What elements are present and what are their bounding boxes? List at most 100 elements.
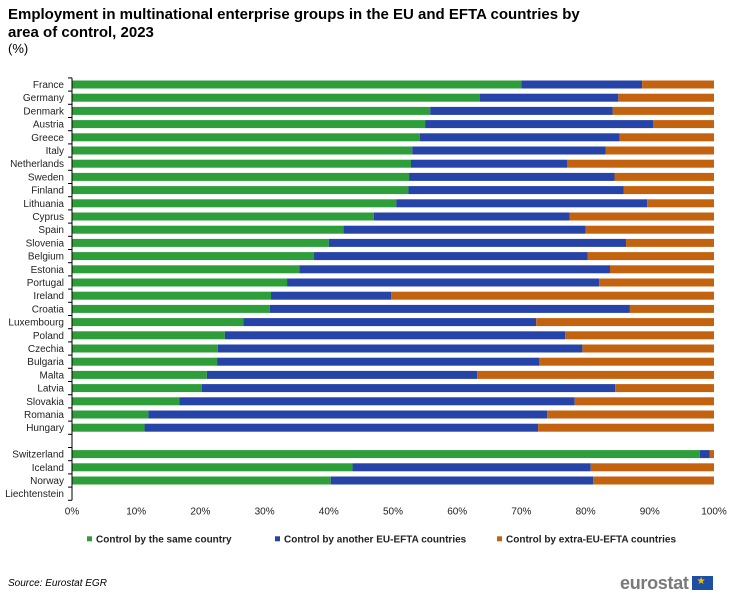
bar-segment bbox=[72, 291, 272, 300]
category-label: Iceland bbox=[32, 463, 64, 474]
category-labels: France Germany Denmark Austria Greece Italy Ne… bbox=[5, 80, 65, 500]
x-tick-label: 50% bbox=[383, 506, 403, 517]
category-label: Lithuania bbox=[23, 199, 64, 210]
bar-segment bbox=[619, 133, 714, 142]
bar-segment bbox=[623, 186, 714, 195]
bar-segment bbox=[72, 159, 411, 168]
legend-label: Control by extra-EU-EFTA countries bbox=[506, 534, 676, 545]
bar-segment bbox=[72, 370, 207, 379]
source-note: Source: Eurostat EGR bbox=[8, 578, 107, 589]
bar-segment bbox=[699, 450, 710, 459]
bar-segment bbox=[419, 133, 620, 142]
bar-segment bbox=[72, 252, 315, 261]
category-label: Latvia bbox=[37, 384, 64, 395]
category-label: Germany bbox=[23, 93, 64, 104]
bar-segment bbox=[72, 278, 288, 287]
bar-segment bbox=[709, 450, 714, 459]
bar-segment bbox=[582, 344, 714, 353]
bar-segment bbox=[373, 212, 570, 221]
bar-segment bbox=[618, 93, 714, 102]
bar-segment bbox=[569, 212, 714, 221]
bar-segment bbox=[612, 106, 714, 115]
chart-title: Employment in multinational enterprise g… bbox=[8, 6, 580, 41]
bar-segment bbox=[72, 238, 329, 247]
category-label: Slovenia bbox=[26, 238, 65, 249]
bar-segment bbox=[314, 252, 588, 261]
bar-segment bbox=[72, 80, 522, 89]
x-tick-label: 0% bbox=[65, 506, 80, 517]
category-label: Greece bbox=[31, 133, 64, 144]
bar-segment bbox=[287, 278, 600, 287]
bar-segment bbox=[224, 331, 566, 340]
chart-subtitle: (%) bbox=[8, 41, 29, 56]
bar-segment bbox=[269, 304, 630, 313]
bar-segment bbox=[412, 146, 606, 155]
bar-segment bbox=[72, 410, 149, 419]
bar-segment bbox=[72, 120, 426, 129]
bar-segment bbox=[72, 318, 244, 327]
x-axis: 0% 10% 20% 30% 40% 50% 60% 70% 80% 90% 100% bbox=[65, 77, 727, 517]
bar-segment bbox=[391, 291, 714, 300]
x-tick-label: 70% bbox=[511, 506, 531, 517]
legend-label: Control by another EU-EFTA countries bbox=[284, 534, 467, 545]
category-label: Denmark bbox=[23, 106, 65, 117]
bar-segment bbox=[629, 304, 714, 313]
bar-segment bbox=[72, 186, 409, 195]
category-label: Sweden bbox=[28, 172, 64, 183]
category-label: Italy bbox=[46, 146, 64, 157]
bar-segment bbox=[72, 476, 331, 485]
bar-segment bbox=[653, 120, 714, 129]
bar-segment bbox=[72, 212, 374, 221]
bar-segment bbox=[299, 265, 610, 274]
bar-segment bbox=[217, 344, 583, 353]
bar-segment bbox=[72, 225, 344, 234]
bar-segment bbox=[144, 423, 539, 432]
bar-segment bbox=[642, 80, 714, 89]
bar-segment bbox=[72, 384, 202, 393]
bar-segment bbox=[599, 278, 714, 287]
bar-segment bbox=[536, 318, 714, 327]
bar-segment bbox=[206, 370, 478, 379]
bar-segment bbox=[72, 172, 410, 181]
category-label: Estonia bbox=[31, 265, 65, 276]
bar-segment bbox=[610, 265, 714, 274]
bar-segment bbox=[201, 384, 616, 393]
bar-segment bbox=[72, 199, 397, 208]
bar-segment bbox=[217, 357, 540, 366]
category-label: Austria bbox=[33, 120, 65, 131]
x-tick-label: 30% bbox=[255, 506, 275, 517]
category-label: Luxembourg bbox=[8, 318, 64, 329]
bar-segment bbox=[72, 357, 218, 366]
category-label: Romania bbox=[24, 410, 64, 421]
bar-segment bbox=[539, 357, 714, 366]
legend-label: Control by the same country bbox=[96, 534, 232, 545]
bar-segment bbox=[72, 397, 180, 406]
bar-segment bbox=[72, 106, 431, 115]
bar-segment bbox=[72, 463, 353, 472]
bar-segment bbox=[72, 304, 270, 313]
bar-segment bbox=[72, 146, 413, 155]
bar-segment bbox=[330, 476, 594, 485]
category-label: Slovakia bbox=[26, 397, 64, 408]
bar-segment bbox=[243, 318, 537, 327]
category-label: Finland bbox=[31, 186, 64, 197]
bar-segment bbox=[179, 397, 575, 406]
category-label: France bbox=[33, 80, 65, 91]
bar-segment bbox=[430, 106, 613, 115]
legend: Control by the same country Control by an… bbox=[87, 534, 676, 545]
bar-segment bbox=[590, 463, 714, 472]
bar-segment bbox=[477, 370, 714, 379]
bar-segment bbox=[521, 80, 643, 89]
category-label: Cyprus bbox=[32, 212, 64, 223]
bar-segment bbox=[396, 199, 648, 208]
bar-segment bbox=[574, 397, 714, 406]
x-tick-label: 100% bbox=[701, 506, 727, 517]
bar-segment bbox=[72, 93, 480, 102]
category-label: Portugal bbox=[27, 278, 64, 289]
bar-segment bbox=[408, 186, 624, 195]
bar-segment bbox=[271, 291, 392, 300]
category-label: Spain bbox=[38, 225, 64, 236]
bar-segment bbox=[614, 172, 714, 181]
bar-segment bbox=[328, 238, 627, 247]
category-label: Bulgaria bbox=[27, 357, 64, 368]
